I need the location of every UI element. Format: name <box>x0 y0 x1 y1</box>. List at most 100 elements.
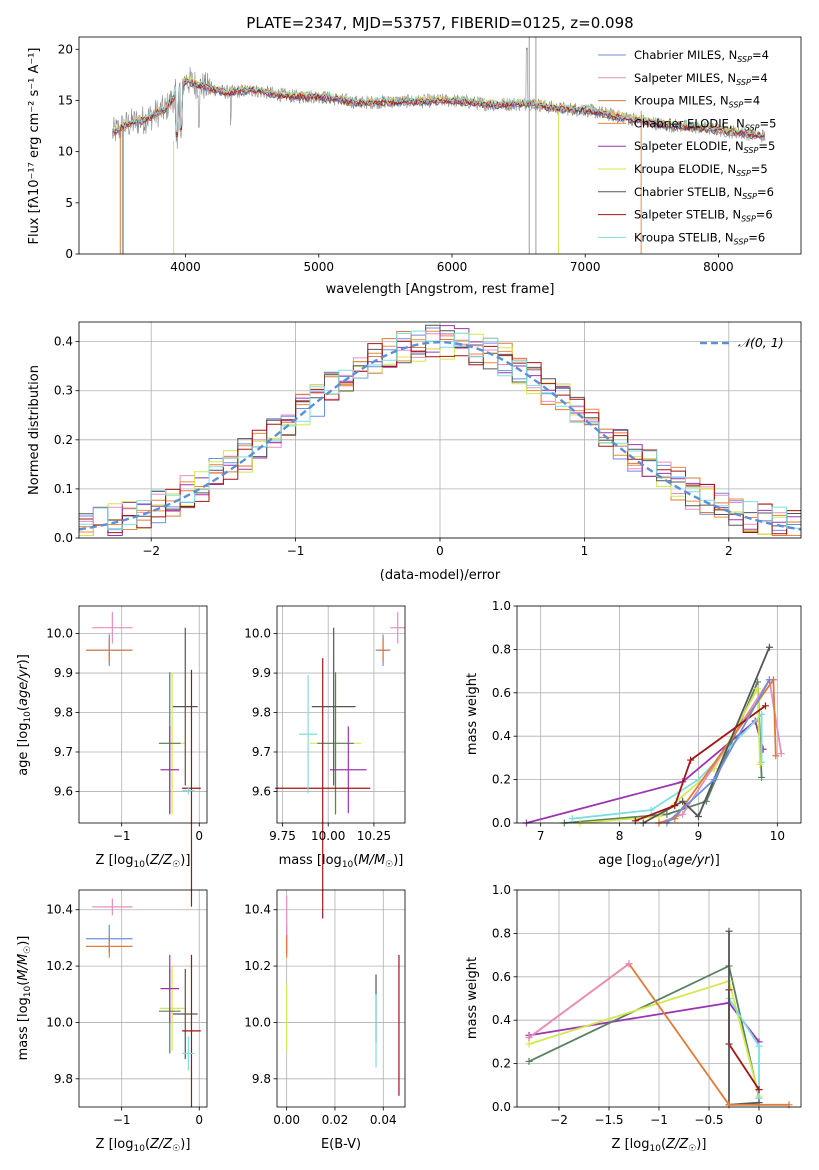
legend-subscript: SSP <box>742 192 757 201</box>
legend-label: Kroupa ELODIE, NSSP=5 <box>634 162 768 178</box>
spectrum-lines <box>112 37 766 254</box>
weight-marker <box>772 752 780 760</box>
x-tick-label: 2 <box>725 544 733 558</box>
x-tick-label: −2 <box>550 1113 568 1127</box>
legend-subscript: SSP <box>744 146 759 155</box>
label-part: Z/Z <box>149 853 173 868</box>
x-tick-label: 8 <box>616 829 624 843</box>
weight-marker <box>765 643 773 651</box>
x-tick-label: 0.04 <box>370 1113 397 1127</box>
legend-suffix: =6 <box>748 230 765 244</box>
gaussian-curve <box>78 340 802 531</box>
legend-label: Chabrier STELIB, NSSP=6 <box>634 185 774 201</box>
label-part: M/M <box>16 954 31 981</box>
legend-subscript: SSP <box>736 78 751 87</box>
legend-suffix: =4 <box>751 71 768 85</box>
errorbar-point <box>311 627 356 786</box>
spectrum-ylabel: Flux [fλ10⁻¹⁷ erg cm⁻² s⁻¹ A⁻¹] <box>27 48 42 245</box>
errorbar-point <box>92 898 133 916</box>
spectrum-title: PLATE=2347, MJD=53757, FIBERID=0125, z=0… <box>246 14 633 32</box>
y-tick-label: 10 <box>58 145 73 159</box>
legend-suffix: =5 <box>760 116 777 130</box>
label-part: ☉ <box>172 860 180 870</box>
legend-suffix: =6 <box>757 185 774 199</box>
legend-subscript: SSP <box>734 237 749 246</box>
x-tick-label: 0 <box>755 1113 763 1127</box>
mass-weight-vs-age-xlabel: age [log10(age/yr)] <box>598 853 720 870</box>
label-part: ( <box>145 853 150 868</box>
errorbar-point <box>182 954 201 1107</box>
weight-marker <box>525 1057 533 1065</box>
weight-series <box>580 685 761 824</box>
y-tick-label: 0.0 <box>54 531 73 545</box>
x-tick-label: 5000 <box>304 260 335 274</box>
y-tick-label: 9.6 <box>252 784 271 798</box>
y-tick-label: 9.9 <box>54 666 73 680</box>
weight-marker <box>679 797 687 805</box>
label-part: Z/Z <box>665 1137 689 1152</box>
label-part: )] <box>393 853 403 868</box>
histogram-group <box>78 324 802 536</box>
label-part: )] <box>180 1137 190 1152</box>
y-tick-label: 0.6 <box>492 686 511 700</box>
y-tick-label: 0.3 <box>54 384 73 398</box>
x-tick-label: 0 <box>195 829 203 843</box>
weight-marker <box>525 1034 533 1042</box>
legend-suffix: =4 <box>752 48 769 62</box>
y-tick-label: 0.0 <box>492 816 511 830</box>
y-tick-label: 0.4 <box>492 729 511 743</box>
errorbar-point <box>92 611 133 644</box>
y-tick-label: 1.0 <box>492 883 511 897</box>
age-vs-Z-xlabel: Z [log10(Z/Z☉)] <box>96 853 191 870</box>
label-part: Z [log <box>612 1137 650 1152</box>
y-tick-label: 0.2 <box>492 773 511 787</box>
y-tick-label: 1.0 <box>492 599 511 613</box>
errorbar-point <box>275 658 371 919</box>
label-part: )] <box>180 853 190 868</box>
y-tick-label: 10.2 <box>46 959 73 973</box>
label-part: 10 <box>342 860 354 870</box>
x-tick-label: −1 <box>113 1113 131 1127</box>
weight-marker <box>755 1042 763 1050</box>
x-tick-label: −1 <box>113 829 131 843</box>
x-tick-label: 9.75 <box>269 829 296 843</box>
errorbar-point <box>172 968 198 1060</box>
label-part: mass [log <box>16 997 31 1060</box>
spectrum-model-line <box>113 78 765 140</box>
legend-text: Salpeter MILES, N <box>634 71 736 85</box>
axes-frame <box>78 889 208 1108</box>
y-tick-label: 10.4 <box>46 903 73 917</box>
legend-suffix: =6 <box>756 208 773 222</box>
x-tick-label: 10.00 <box>311 829 345 843</box>
weight-marker <box>663 810 671 818</box>
y-tick-label: 5 <box>65 196 73 210</box>
legend-subscript: SSP <box>729 101 744 110</box>
x-tick-label: −0.5 <box>694 1113 723 1127</box>
y-tick-label: 15 <box>58 93 73 107</box>
histogram-series <box>79 325 801 536</box>
label-part: Z/Z <box>149 1137 173 1152</box>
data-layer <box>78 37 802 1109</box>
y-tick-label: 0.0 <box>492 1100 511 1114</box>
y-tick-label: 10.0 <box>244 1015 271 1029</box>
legend-text: Chabrier ELODIE, N <box>634 116 745 130</box>
axes-frame <box>78 605 208 824</box>
weight-marker <box>777 750 785 758</box>
legend-text: Kroupa ELODIE, N <box>634 162 736 176</box>
y-tick-label: 10.0 <box>46 627 73 641</box>
label-part: ( <box>16 981 31 986</box>
label-part: 10 <box>649 1144 661 1154</box>
x-tick-label: 7 <box>537 829 545 843</box>
x-tick-label: 0 <box>195 1113 203 1127</box>
y-tick-label: 0.8 <box>492 926 511 940</box>
histogram-series <box>79 340 801 535</box>
legend-text: Chabrier STELIB, N <box>634 185 742 199</box>
weight-marker <box>694 812 702 820</box>
x-tick-label: −2 <box>142 544 160 558</box>
weight-series <box>528 963 630 1039</box>
legend-label: Kroupa STELIB, NSSP=6 <box>634 230 765 246</box>
y-tick-label: 10.0 <box>244 627 271 641</box>
weight-marker <box>625 960 633 968</box>
x-tick-label: 1 <box>581 544 589 558</box>
label-part: Z [log <box>96 853 134 868</box>
